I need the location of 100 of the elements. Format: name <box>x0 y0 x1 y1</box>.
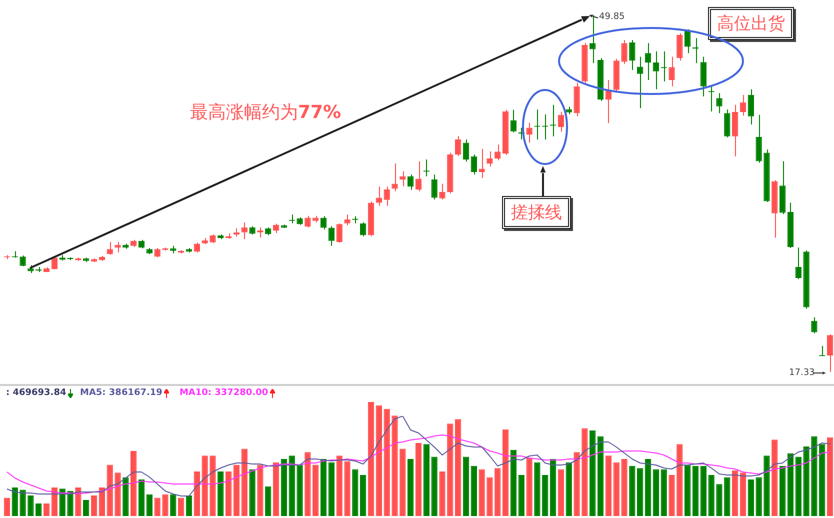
bar <box>178 498 184 516</box>
bar <box>652 469 660 516</box>
bar <box>574 452 580 516</box>
bar <box>225 472 232 516</box>
bar <box>779 466 786 516</box>
bar <box>162 494 168 516</box>
bar <box>83 500 90 516</box>
bar <box>676 444 683 516</box>
annotation: 最高涨幅约为77% <box>190 101 342 124</box>
bar <box>644 459 652 516</box>
candlestick <box>676 32 683 62</box>
bar <box>772 440 778 516</box>
bar <box>542 474 548 516</box>
candlestick <box>360 222 366 237</box>
text: MA5: 386167.19 <box>80 388 162 398</box>
bar <box>431 456 438 516</box>
bar <box>28 495 34 516</box>
bar <box>75 488 82 516</box>
candlestick <box>652 50 660 90</box>
bar <box>384 408 390 516</box>
candlestick <box>336 222 342 244</box>
bar <box>684 464 691 516</box>
bar <box>36 503 42 516</box>
candlestick <box>384 186 390 206</box>
bar <box>20 490 26 516</box>
bar <box>550 459 556 516</box>
candlestick <box>439 183 446 200</box>
bar <box>637 468 644 516</box>
bar <box>368 402 374 516</box>
bar <box>764 456 770 516</box>
bar <box>106 464 113 516</box>
bar <box>494 468 501 516</box>
bar <box>154 498 160 516</box>
candlestick <box>392 162 398 192</box>
candlestick <box>644 42 652 80</box>
bar <box>582 428 588 516</box>
bar <box>67 490 74 516</box>
bar <box>613 462 620 516</box>
bar <box>740 472 746 516</box>
candlestick <box>408 174 414 190</box>
candlestick <box>558 111 564 132</box>
bar <box>130 451 137 516</box>
bar <box>43 503 50 516</box>
candlestick <box>795 247 802 280</box>
bar <box>376 405 382 516</box>
bar <box>280 459 288 516</box>
bar <box>400 448 406 516</box>
bar <box>826 437 834 516</box>
bar <box>257 464 264 516</box>
candlestick <box>400 170 406 187</box>
bar <box>692 466 699 516</box>
annotation: 17.33 <box>789 368 815 378</box>
candlestick <box>700 56 706 97</box>
candlestick <box>344 214 350 226</box>
bar <box>408 459 414 516</box>
bar <box>486 477 493 516</box>
bar <box>732 470 738 516</box>
candlestick <box>668 56 675 87</box>
bar <box>590 430 596 516</box>
candlestick <box>462 139 470 162</box>
bar <box>518 474 524 516</box>
candlestick <box>494 144 501 161</box>
candlestick <box>692 38 699 64</box>
bar <box>312 464 319 516</box>
bar <box>360 474 366 516</box>
text: MA10: 337280.00 <box>179 388 268 398</box>
candlestick <box>590 14 596 64</box>
bar <box>558 469 564 516</box>
bar <box>288 456 295 516</box>
bar <box>534 462 540 516</box>
bar <box>186 495 192 516</box>
bar <box>597 436 604 516</box>
annotation: 搓揉线 <box>502 196 571 229</box>
candlestick <box>454 135 462 156</box>
candlestick <box>328 226 335 246</box>
candlestick <box>716 92 722 114</box>
bar <box>265 486 272 516</box>
candlestick <box>756 114 762 164</box>
candlestick <box>811 316 818 334</box>
candlestick <box>526 122 532 144</box>
candlestick <box>621 39 628 64</box>
bar <box>803 446 810 516</box>
bar <box>249 469 256 516</box>
bar <box>304 452 311 516</box>
bar <box>819 444 826 516</box>
bar <box>122 477 129 516</box>
candlestick <box>241 222 248 240</box>
candlestick <box>826 334 834 372</box>
candlestick <box>684 28 691 54</box>
candlestick <box>629 39 636 70</box>
bar <box>526 458 532 516</box>
bar <box>272 462 280 516</box>
candlestick <box>637 56 644 109</box>
bar <box>146 494 152 516</box>
bar <box>470 466 477 516</box>
annotation: 49.85 <box>599 12 625 22</box>
bar <box>462 456 470 516</box>
bar <box>724 477 730 516</box>
candlestick <box>605 79 612 124</box>
bar <box>210 456 216 516</box>
